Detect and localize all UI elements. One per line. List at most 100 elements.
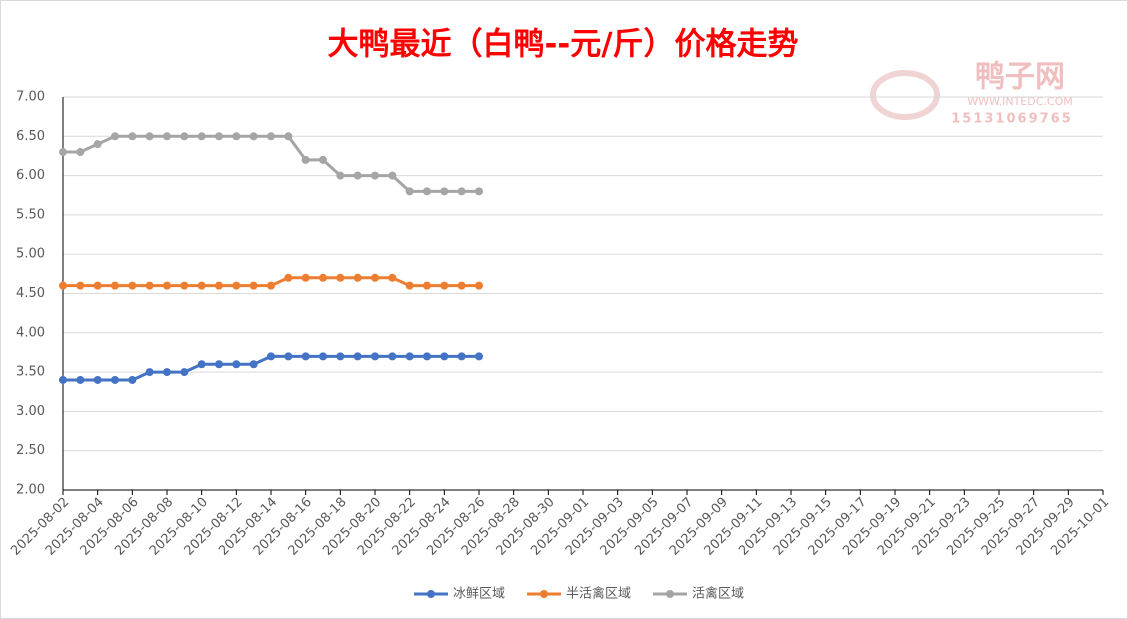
data-point: [232, 132, 241, 141]
data-point: [284, 132, 293, 141]
legend-marker: [426, 590, 435, 598]
data-point: [284, 352, 293, 361]
data-point: [440, 187, 449, 196]
data-point: [388, 171, 397, 180]
data-point: [93, 140, 102, 149]
y-tick-label: 4.00: [16, 325, 45, 340]
watermark: 鸭子网 WWW.INTEDC.COM 15131069765: [870, 60, 1073, 127]
watermark-url: WWW.INTEDC.COM: [967, 95, 1072, 108]
y-tick-label: 7.00: [16, 90, 45, 105]
data-point: [284, 273, 293, 282]
data-point: [128, 281, 137, 290]
data-point: [249, 281, 258, 290]
data-point: [163, 368, 171, 377]
data-point: [267, 281, 275, 290]
chart-title: 大鸭最近（白鸭--元/斤）价格走势: [327, 27, 798, 63]
watermark-logo: [870, 70, 940, 120]
legend-marker: [666, 590, 675, 598]
data-point: [388, 352, 397, 361]
data-point: [457, 281, 466, 290]
data-point: [215, 132, 223, 141]
legend: 冰鲜区域 半活禽区域 活禽区域: [413, 586, 744, 602]
data-point: [353, 273, 362, 282]
legend-label: 冰鲜区域: [453, 587, 505, 602]
data-point: [128, 375, 137, 384]
data-point: [353, 171, 362, 180]
data-point: [457, 352, 466, 361]
y-tick-label: 2.00: [16, 483, 45, 498]
data-point: [405, 281, 414, 290]
data-point: [59, 375, 67, 384]
data-point: [76, 375, 85, 384]
legend-label: 活禽区域: [692, 586, 744, 602]
data-point: [336, 273, 345, 282]
y-tick-label: 2.50: [16, 443, 45, 458]
data-point: [145, 368, 154, 377]
data-point: [59, 148, 67, 157]
data-point: [267, 132, 275, 141]
data-point: [197, 132, 206, 141]
data-point: [111, 132, 119, 141]
data-point: [319, 352, 327, 361]
y-tick-label: 6.50: [16, 129, 45, 144]
data-point: [215, 360, 223, 369]
data-point: [180, 132, 189, 141]
legend-label: 半活禽区域: [566, 586, 631, 602]
data-point: [423, 352, 431, 361]
y-tick-label: 5.00: [16, 247, 45, 262]
data-point: [249, 132, 258, 141]
data-point: [371, 352, 379, 361]
data-point: [301, 273, 310, 282]
data-point: [475, 281, 483, 290]
data-point: [301, 352, 310, 361]
data-point: [111, 281, 119, 290]
data-point: [215, 281, 223, 290]
watermark-brand: 鸭子网: [975, 60, 1065, 95]
data-point: [440, 352, 449, 361]
data-point: [440, 281, 449, 290]
data-point: [163, 132, 171, 141]
data-point: [76, 148, 85, 157]
data-point: [388, 273, 397, 282]
data-point: [111, 375, 119, 384]
data-point: [59, 281, 67, 290]
data-point: [423, 281, 431, 290]
data-point: [301, 155, 310, 164]
data-point: [163, 281, 171, 290]
data-point: [319, 273, 327, 282]
data-point: [197, 360, 206, 369]
data-point: [93, 281, 102, 290]
legend-marker: [539, 590, 548, 598]
y-tick-label: 6.00: [16, 168, 45, 183]
y-tick-label: 5.50: [16, 207, 45, 222]
data-point: [475, 187, 483, 196]
data-point: [180, 281, 189, 290]
y-tick-label: 4.50: [16, 286, 45, 301]
data-point: [76, 281, 85, 290]
data-point: [319, 155, 327, 164]
data-point: [128, 132, 137, 141]
data-point: [336, 352, 345, 361]
data-point: [232, 360, 241, 369]
data-point: [371, 171, 379, 180]
data-point: [371, 273, 379, 282]
data-point: [93, 375, 102, 384]
data-point: [232, 281, 241, 290]
data-point: [145, 281, 154, 290]
watermark-phone: 15131069765: [951, 112, 1073, 127]
data-point: [457, 187, 466, 196]
y-tick-label: 3.00: [16, 404, 45, 419]
data-point: [180, 368, 189, 377]
data-point: [475, 352, 483, 361]
data-point: [405, 187, 414, 196]
data-point: [405, 352, 414, 361]
data-point: [423, 187, 431, 196]
data-point: [197, 281, 206, 290]
data-point: [353, 352, 362, 361]
data-point: [336, 171, 345, 180]
data-point: [249, 360, 258, 369]
data-point: [145, 132, 154, 141]
